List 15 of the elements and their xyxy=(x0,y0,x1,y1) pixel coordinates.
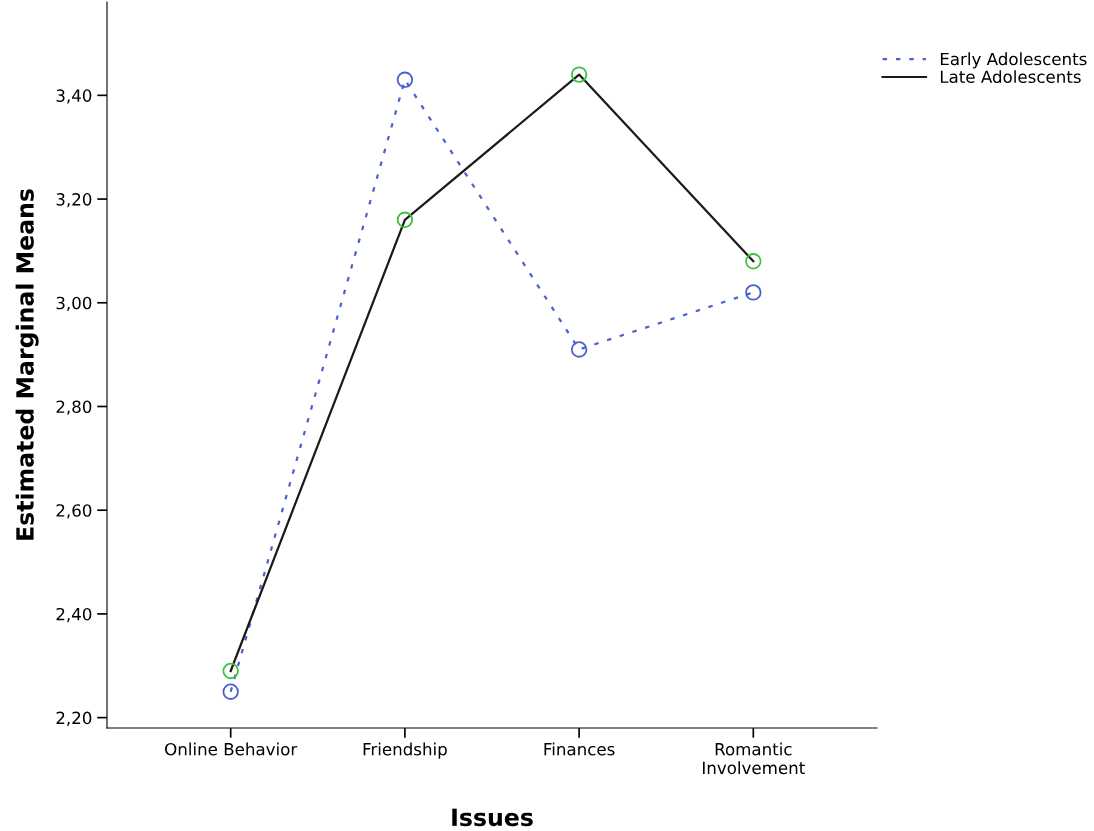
x-axis-title: Issues xyxy=(452,808,533,827)
y-tick-label: 3,40 xyxy=(56,89,92,104)
legend-label: Late Adolescents xyxy=(940,70,1081,84)
y-tick-label: 2,40 xyxy=(56,607,92,623)
x-tick-label: Finances xyxy=(544,742,615,756)
y-tick-label: 2,80 xyxy=(56,400,92,415)
y-tick-label: 3,00 xyxy=(56,296,92,312)
y-tick-label: 2,60 xyxy=(56,504,92,519)
x-tick-label: Romantic Involvement xyxy=(703,742,805,775)
y-tick-label: 2,20 xyxy=(56,711,92,726)
x-tick-label: Online Behavior xyxy=(165,742,298,756)
y-axis-title: Estimated Marginal Means xyxy=(15,189,39,540)
x-tick-label: Friendship xyxy=(363,742,447,759)
y-tick-label: 3,20 xyxy=(56,193,92,208)
legend-label: Early Adolescents xyxy=(940,52,1087,69)
